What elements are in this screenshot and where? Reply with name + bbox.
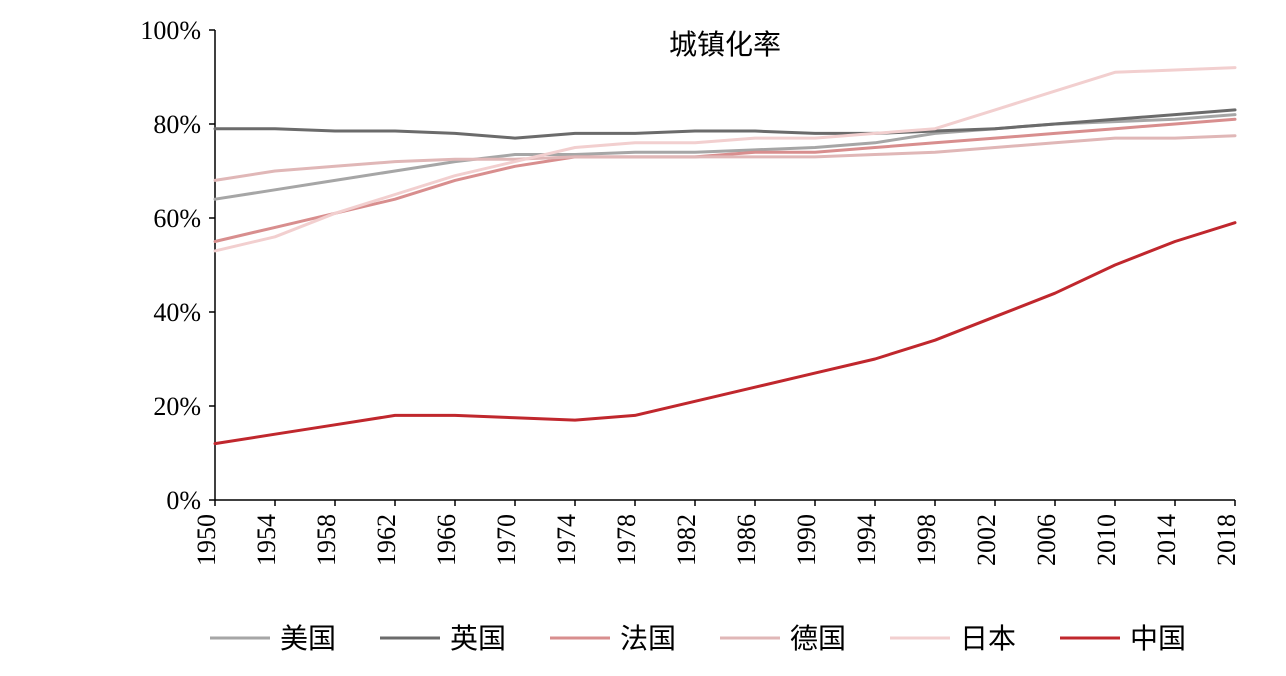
series-line xyxy=(215,136,1235,181)
legend-label: 美国 xyxy=(280,623,336,655)
x-tick-label: 1970 xyxy=(492,514,521,566)
legend-label: 日本 xyxy=(960,623,1016,655)
legend-label: 中国 xyxy=(1130,623,1186,655)
x-tick-label: 1950 xyxy=(192,514,221,566)
legend-label: 英国 xyxy=(450,623,506,655)
x-tick-label: 1974 xyxy=(552,514,581,566)
x-tick-label: 1986 xyxy=(732,514,761,566)
x-tick-label: 1994 xyxy=(852,514,881,566)
y-tick-label: 80% xyxy=(153,110,201,139)
x-tick-label: 1958 xyxy=(312,514,341,566)
legend-label: 德国 xyxy=(790,623,846,655)
y-tick-label: 40% xyxy=(153,298,201,327)
x-tick-label: 1982 xyxy=(672,514,701,566)
series-line xyxy=(215,223,1235,444)
x-tick-label: 2018 xyxy=(1212,514,1241,566)
x-tick-label: 2014 xyxy=(1152,514,1181,566)
x-tick-label: 1978 xyxy=(612,514,641,566)
chart-svg: 0% 20% 40% 60% 80% 100% 1950 1954 1958 1962 1966 19… xyxy=(0,0,1286,676)
x-tick-label: 1998 xyxy=(912,514,941,566)
x-tick-label: 1990 xyxy=(792,514,821,566)
y-tick-label: 20% xyxy=(153,392,201,421)
urbanization-chart: 0% 20% 40% 60% 80% 100% 1950 1954 1958 1962 1966 19… xyxy=(0,0,1286,676)
x-tick-label: 2010 xyxy=(1092,514,1121,566)
y-tick-label: 0% xyxy=(166,486,201,515)
x-tick-label: 1962 xyxy=(372,514,401,566)
x-tick-label: 2002 xyxy=(972,514,1001,566)
chart-title: 城镇化率 xyxy=(669,29,781,61)
x-tick-label: 1966 xyxy=(432,514,461,566)
series-line xyxy=(215,68,1235,251)
y-tick-label: 60% xyxy=(153,204,201,233)
y-tick-label: 100% xyxy=(140,16,201,45)
x-tick-label: 2006 xyxy=(1032,514,1061,566)
series-line xyxy=(215,119,1235,241)
legend-label: 法国 xyxy=(620,623,676,655)
x-tick-label: 1954 xyxy=(252,514,281,566)
